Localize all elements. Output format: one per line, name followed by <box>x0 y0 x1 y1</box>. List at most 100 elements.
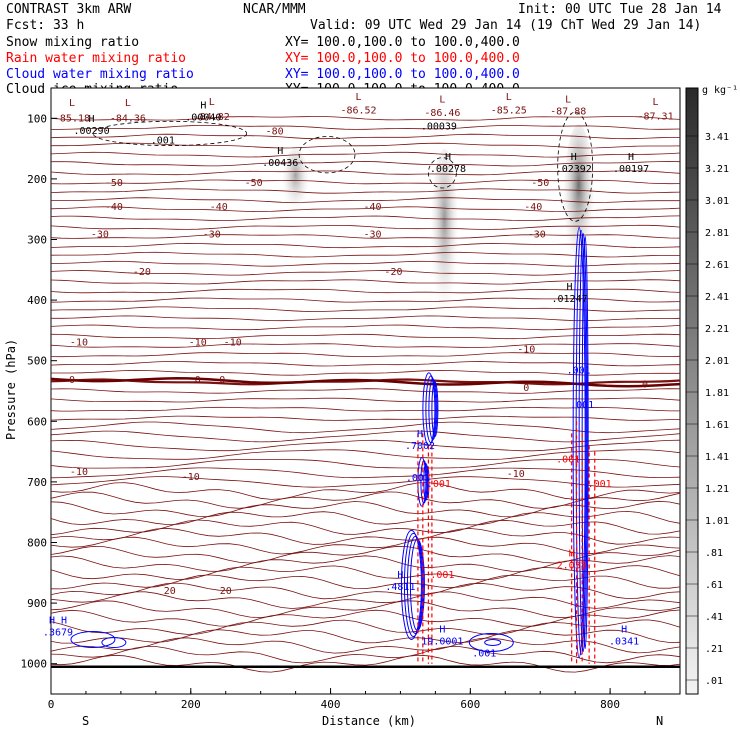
high-marker: H <box>417 429 423 440</box>
temp-contour-label: -40 <box>105 202 123 213</box>
legend-snow-xy: XY= 100.0,100.0 to 100.0,400.0 <box>285 35 520 50</box>
temp-isotherm <box>50 646 681 664</box>
temp-isotherm <box>50 242 681 249</box>
temp-contour-label: 20 <box>164 586 176 597</box>
temp-contour-label: -30 <box>203 229 221 240</box>
legend-cloudwater-label: Cloud water mixing ratio <box>6 67 194 82</box>
low-marker-label: L <box>565 95 571 106</box>
temp-isotherm <box>50 125 681 130</box>
high-marker-value: .01247 <box>552 294 588 305</box>
temp-isotherm <box>50 206 681 213</box>
cloud-water-blob <box>70 630 116 648</box>
valid-label: Valid: 09 UTC Wed 29 Jan 14 (19 ChT Wed … <box>310 18 701 33</box>
temp-contour-label: 0 <box>195 375 201 386</box>
temp-isotherm <box>50 333 681 340</box>
cloud-water-contour <box>406 535 424 634</box>
x-tick-label: 200 <box>181 698 201 711</box>
high-marker-value: .001 <box>556 455 580 466</box>
axes: 0 200 400 600 800100200300400500600700800900… <box>21 112 681 711</box>
high-marker: H <box>277 146 283 157</box>
high-marker-value: .7002 <box>405 441 435 452</box>
high-marker-value: .3679 <box>43 627 73 638</box>
temp-isotherm <box>51 197 680 203</box>
y-tick-label: 1000 <box>21 658 48 671</box>
colorbar-label: .21 <box>705 644 723 655</box>
colorbar-label: .61 <box>705 580 723 591</box>
low-marker-label: L <box>209 97 215 108</box>
colorbar-label: 3.01 <box>705 196 729 207</box>
temp-isotherm <box>50 306 681 312</box>
temp-isotherm <box>50 324 681 331</box>
temp-contour-label: 20 <box>220 586 232 597</box>
temp-isotherm <box>50 161 681 167</box>
temp-isotherm <box>50 565 681 581</box>
temp-isotherm <box>50 536 681 555</box>
cloud-water-contour <box>425 375 437 444</box>
y-tick-label: 300 <box>27 234 47 247</box>
low-marker-label: L <box>653 97 659 108</box>
temp-isotherm <box>50 430 681 443</box>
cloud-ice-contour <box>298 136 356 174</box>
temp-contour-label: -30 <box>528 229 546 240</box>
temp-contour-label: -10 <box>507 469 525 480</box>
chart-title: CONTRAST 3km ARW <box>6 2 131 17</box>
high-marker: H <box>439 624 445 635</box>
low-marker-label: -87.88 <box>550 107 586 118</box>
temp-contour-label: 0 <box>69 375 75 386</box>
high-marker: H <box>200 100 206 111</box>
high-marker-value: .00039 <box>421 121 457 132</box>
temp-contour-label: -10 <box>517 345 535 356</box>
y-tick-label: 200 <box>27 173 47 186</box>
high-marker-value: .4811 <box>385 582 415 593</box>
temp-isotherm <box>50 482 681 500</box>
temp-contour-label: -40 <box>210 202 228 213</box>
temp-contour-label: -10 <box>70 337 88 348</box>
colorbar-label: 2.21 <box>705 324 729 335</box>
temp-isotherm <box>50 415 681 421</box>
low-marker-label: L <box>125 98 131 109</box>
cloud-water-contour <box>428 378 438 441</box>
y-tick-label: 900 <box>27 597 47 610</box>
temp-contour-label: -10 <box>70 467 88 478</box>
temp-isotherm <box>50 361 681 367</box>
high-marker: H <box>571 152 577 163</box>
high-marker: H H <box>49 615 67 626</box>
x-axis-title: Distance (km) <box>322 714 416 728</box>
colorbar <box>685 87 699 695</box>
legend-cloudwater-xy: XY= 100.0,100.0 to 100.0,400.0 <box>285 67 520 82</box>
temp-contour-label: -30 <box>363 229 381 240</box>
low-marker-label: -85.25 <box>491 105 527 116</box>
temp-isotherm <box>50 133 681 140</box>
temp-isotherm <box>50 397 681 403</box>
colorbar-label: 2.81 <box>705 228 729 239</box>
high-marker-value: .02392 <box>556 164 592 175</box>
high-marker: H <box>621 624 627 635</box>
temp-isotherm <box>50 224 681 230</box>
temp-isotherm <box>50 510 681 526</box>
low-marker-label: -85.18 <box>54 113 90 124</box>
cloud-water-contour <box>403 532 423 637</box>
temp-isotherm <box>50 555 681 572</box>
init-label: Init: 00 UTC Tue 28 Jan 14 <box>518 2 722 17</box>
temp-contour-label: -10 <box>189 337 207 348</box>
y-tick-label: 100 <box>27 112 47 125</box>
high-marker: H <box>89 114 95 125</box>
x-tick-label: 800 <box>600 698 620 711</box>
temp-isotherm <box>50 352 681 358</box>
temp-isotherm <box>51 142 681 149</box>
temp-contour-label: -20 <box>133 267 151 278</box>
high-marker-value: .0341 <box>609 636 639 647</box>
temp-isotherm <box>50 654 681 673</box>
high-marker-value: .00436 <box>262 158 298 169</box>
cloud-water-blob <box>484 638 502 646</box>
temperature-contours <box>50 116 681 673</box>
temp-isotherm <box>50 215 681 222</box>
low-marker-label: -86.46 <box>424 108 460 119</box>
temp-isotherm <box>50 439 681 452</box>
high-marker-value: .001 <box>406 473 430 484</box>
colorbar-label: 1.01 <box>705 516 729 527</box>
cloud-water-contour <box>578 232 588 653</box>
temp-isotherm <box>50 406 680 412</box>
low-marker-label: L <box>69 98 75 109</box>
high-marker: H <box>445 152 451 163</box>
